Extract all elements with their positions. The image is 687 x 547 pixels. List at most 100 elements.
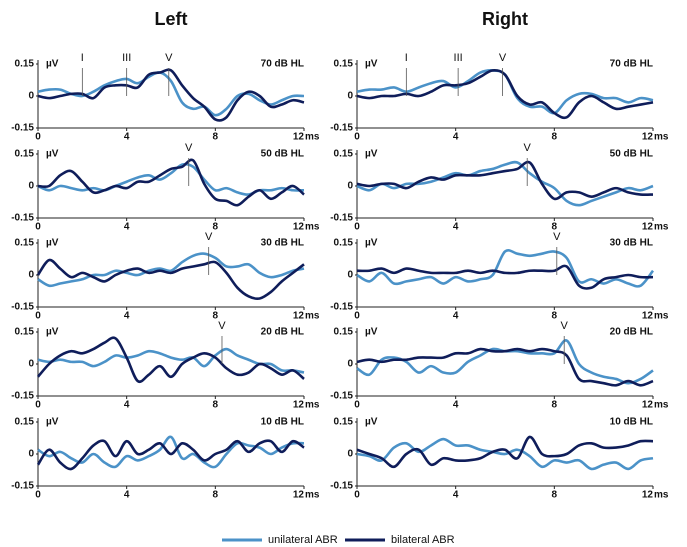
y-tick-label: -0.15: [11, 481, 34, 492]
waveform: [356, 435, 654, 469]
y-tick-label: 0.15: [15, 149, 35, 160]
x-tick-label: 4: [453, 490, 459, 501]
x-tick-label: 8: [552, 222, 558, 233]
x-axis-label: ms: [654, 311, 669, 322]
x-tick-label: 4: [453, 400, 459, 411]
y-tick-label: 0.15: [15, 327, 35, 338]
peak-label: V: [499, 52, 507, 64]
panel-label: 50 dB HL: [261, 149, 304, 160]
peak-label: V: [553, 231, 561, 243]
waveform: [356, 160, 654, 201]
x-tick-label: 0: [35, 490, 41, 501]
y-axis-label: µV: [365, 417, 378, 428]
x-tick-label: 4: [124, 222, 130, 233]
peak-label: V: [524, 142, 532, 154]
x-tick-label: 8: [552, 311, 558, 322]
x-axis-label: ms: [305, 132, 320, 143]
waveform: [356, 437, 654, 471]
peak-label: I: [405, 52, 408, 64]
panel-label: 30 dB HL: [610, 238, 653, 249]
peak-label: I: [81, 52, 84, 64]
x-axis-label: ms: [654, 132, 669, 143]
x-tick-label: 8: [552, 400, 558, 411]
y-tick-label: 0: [347, 359, 353, 370]
panel-label: 20 dB HL: [261, 327, 304, 338]
panel-label: 50 dB HL: [610, 149, 653, 160]
y-tick-label: -0.15: [330, 302, 353, 313]
y-tick-label: 0: [28, 91, 34, 102]
y-axis-label: µV: [46, 238, 59, 249]
peak-label: V: [165, 52, 173, 64]
y-axis-label: µV: [365, 149, 378, 160]
x-tick-label: 12: [642, 311, 654, 322]
y-tick-label: -0.15: [330, 481, 353, 492]
x-tick-label: 0: [35, 132, 41, 143]
column-title: Right: [482, 9, 528, 29]
y-tick-label: 0: [28, 181, 34, 192]
waveform: [37, 252, 305, 288]
x-tick-label: 0: [35, 222, 41, 233]
waveform: [36, 258, 305, 300]
y-tick-label: 0.15: [15, 238, 35, 249]
y-tick-label: 0: [28, 359, 34, 370]
x-tick-label: 12: [293, 132, 305, 143]
panel-label: 20 dB HL: [610, 327, 653, 338]
y-tick-label: -0.15: [11, 123, 34, 134]
x-tick-label: 0: [354, 311, 360, 322]
peak-label: V: [205, 231, 213, 243]
panel-label: 70 dB HL: [261, 59, 304, 70]
x-axis-label: ms: [654, 400, 669, 411]
x-tick-label: 4: [124, 490, 130, 501]
y-tick-label: 0: [347, 91, 353, 102]
y-tick-label: -0.15: [330, 391, 353, 402]
x-tick-label: 8: [552, 490, 558, 501]
x-tick-label: 12: [642, 400, 654, 411]
x-tick-label: 4: [124, 132, 130, 143]
peak-label: III: [122, 52, 131, 64]
x-tick-label: 12: [642, 222, 654, 233]
y-tick-label: 0.15: [15, 417, 35, 428]
column-title: Left: [155, 9, 188, 29]
x-tick-label: 4: [453, 132, 459, 143]
x-tick-label: 12: [293, 400, 305, 411]
panel-label: 30 dB HL: [261, 238, 304, 249]
y-tick-label: 0.15: [334, 238, 354, 249]
x-tick-label: 12: [293, 490, 305, 501]
y-tick-label: 0: [347, 181, 353, 192]
x-tick-label: 8: [213, 490, 219, 501]
x-tick-label: 8: [552, 132, 558, 143]
y-axis-label: µV: [46, 59, 59, 70]
y-tick-label: -0.15: [330, 213, 353, 224]
waveform: [356, 160, 654, 207]
y-tick-label: 0: [28, 449, 34, 460]
x-tick-label: 4: [124, 311, 130, 322]
peak-label: V: [561, 320, 569, 332]
x-tick-label: 0: [354, 222, 360, 233]
peak-label: V: [185, 142, 193, 154]
y-axis-label: µV: [365, 238, 378, 249]
panel-label: 70 dB HL: [610, 59, 653, 70]
y-tick-label: 0: [347, 270, 353, 281]
y-axis-label: µV: [46, 327, 59, 338]
y-tick-label: -0.15: [11, 213, 34, 224]
waveform: [37, 336, 305, 384]
x-tick-label: 4: [453, 222, 459, 233]
x-tick-label: 0: [354, 490, 360, 501]
waveform: [356, 347, 654, 387]
y-tick-label: 0.15: [334, 149, 354, 160]
y-tick-label: 0.15: [334, 417, 354, 428]
x-tick-label: 0: [35, 400, 41, 411]
peak-label: III: [454, 52, 463, 64]
x-tick-label: 12: [642, 132, 654, 143]
y-tick-label: -0.15: [330, 123, 353, 134]
legend-label: bilateral ABR: [391, 534, 455, 546]
x-axis-label: ms: [654, 490, 669, 501]
peak-label: V: [218, 320, 226, 332]
y-tick-label: -0.15: [11, 391, 34, 402]
waveform: [356, 264, 654, 290]
waveform: [36, 439, 305, 471]
y-axis-label: µV: [365, 327, 378, 338]
y-axis-label: µV: [46, 149, 59, 160]
waveform: [37, 158, 305, 207]
